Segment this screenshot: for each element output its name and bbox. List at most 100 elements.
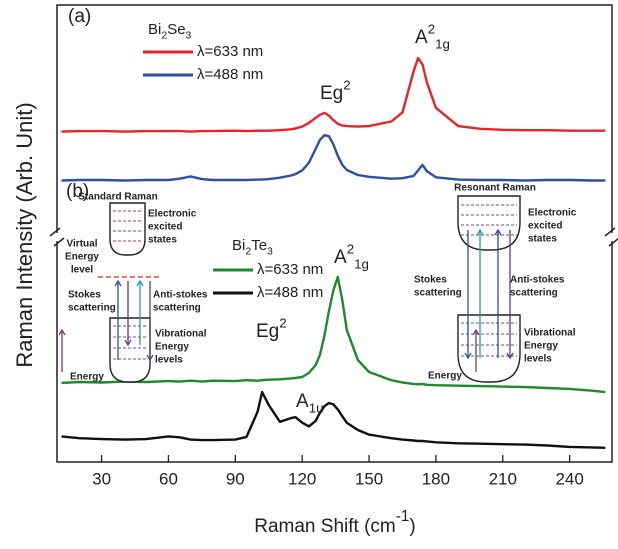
x-axis-label: Raman Shift (cm-1) (254, 508, 416, 537)
inset-level-cup (109, 317, 151, 383)
axis-break-mark (49, 227, 61, 237)
inset-label: Energy (155, 342, 189, 353)
y-axis-label: Raman Intensity (Arb. Unit) (12, 102, 37, 367)
inset-label: Electronic (528, 208, 577, 219)
inset-label: Stokes (68, 290, 101, 301)
inset-arrowhead (114, 279, 122, 287)
annotation: Eg2 (320, 77, 351, 104)
series-line (61, 275, 606, 394)
annotation-part: A (415, 27, 428, 48)
axis-break-gap (53, 233, 61, 241)
inset-level-cup (109, 202, 146, 256)
axis-break-mark (604, 227, 616, 237)
annotation: (b) (66, 181, 89, 202)
inset-label: excited (148, 222, 182, 233)
x-tick-label: 240 (555, 469, 583, 488)
annotation-part: A (334, 247, 347, 268)
inset-arrowhead (494, 228, 502, 236)
inset-label: levels (524, 354, 552, 365)
inset-label: excited (528, 221, 562, 232)
legend-title-part: 2 (161, 29, 167, 41)
inset-label: Virtual (67, 239, 98, 250)
inset-arrowhead (472, 328, 480, 336)
annotation-part: (b) (66, 181, 89, 202)
inset-label: Energy (428, 371, 462, 382)
inset-arrowhead (476, 228, 484, 236)
legend-title: Bi2Se3 (148, 21, 192, 41)
x-tick-label: 60 (159, 469, 178, 488)
annotation-part: 1g (354, 256, 369, 271)
x-axis-label-part: ) (409, 516, 415, 537)
annotation-part: Eg (320, 83, 343, 104)
x-tick-label: 120 (288, 469, 316, 488)
inset-arrowhead (464, 352, 472, 360)
x-tick-label: 90 (226, 469, 245, 488)
inset-level-cup (457, 314, 521, 383)
annotation-part: 1g (435, 36, 450, 51)
annotation-part: 2 (428, 21, 435, 36)
legend-title-part: 3 (186, 29, 192, 41)
inset-arrowhead (58, 328, 66, 336)
axis-break-mark (608, 237, 618, 247)
x-tick-label: 210 (489, 469, 517, 488)
x-tick-label: 30 (92, 469, 111, 488)
inset-label: Energy (70, 372, 104, 383)
inset-label: Anti-stokes (153, 290, 208, 301)
inset-label: level (71, 265, 93, 276)
annotation: A21g (334, 241, 369, 271)
inset-label: Vibrational (155, 329, 207, 340)
series-line (61, 390, 606, 449)
annotation-part: 2 (279, 315, 286, 330)
legend-title-part: Te (251, 237, 267, 254)
inset-arrowhead (124, 339, 132, 347)
annotation: Eg2 (256, 315, 287, 342)
inset-arrowhead (146, 354, 154, 362)
inset-label: Anti-stokes (510, 275, 565, 286)
axis-break-mark (53, 237, 65, 247)
legend-title-part: Se (167, 21, 185, 38)
annotation-part: (a) (68, 6, 91, 27)
annotation-part: Eg (256, 321, 279, 342)
annotation-part: 2 (343, 77, 350, 92)
annotation: (a) (68, 6, 91, 27)
inset-label: scattering (414, 288, 462, 299)
inset-label: scattering (68, 303, 116, 314)
series-line (61, 56, 606, 133)
annotation: A21g (415, 21, 450, 51)
legend-title: Bi2Te3 (232, 237, 273, 257)
legend-title-part: Bi (148, 21, 161, 38)
annotation-part: A (296, 391, 309, 412)
legend-title-part: 2 (245, 245, 251, 257)
inset-title: Standard Raman (78, 192, 157, 203)
legend-label: λ=488 nm (197, 66, 263, 83)
inset-level-cup (457, 195, 521, 251)
legend-title-part: Bi (232, 237, 245, 254)
annotation: A1u (296, 391, 323, 415)
legend-label: λ=633 nm (197, 43, 263, 60)
legend-label: λ=488 nm (257, 284, 323, 301)
x-axis-label-part: Raman Shift (cm (254, 516, 395, 537)
inset-label: Energy (65, 252, 99, 263)
legend-title-part: 3 (267, 245, 273, 257)
annotation-part: 1u (309, 400, 324, 415)
series-line (61, 134, 606, 182)
axis-break-gap (608, 233, 616, 241)
x-axis-label-part: -1 (396, 508, 410, 525)
inset-label: levels (155, 355, 183, 366)
annotation-part: 2 (347, 241, 354, 256)
x-tick-label: 150 (355, 469, 383, 488)
inset-title: Resonant Raman (454, 183, 536, 194)
inset-label: Electronic (148, 209, 197, 220)
inset-label: states (148, 235, 177, 246)
inset-arrowhead (136, 279, 144, 287)
inset-label: Vibrational (524, 328, 576, 339)
inset-label: scattering (510, 288, 558, 299)
inset-label: states (528, 234, 557, 245)
inset-label: scattering (153, 303, 201, 314)
inset-label: Energy (524, 341, 558, 352)
inset-label: Stokes (414, 275, 447, 286)
x-tick-label: 180 (422, 469, 450, 488)
legend-label: λ=633 nm (257, 261, 323, 278)
inset-arrowhead (506, 352, 514, 360)
